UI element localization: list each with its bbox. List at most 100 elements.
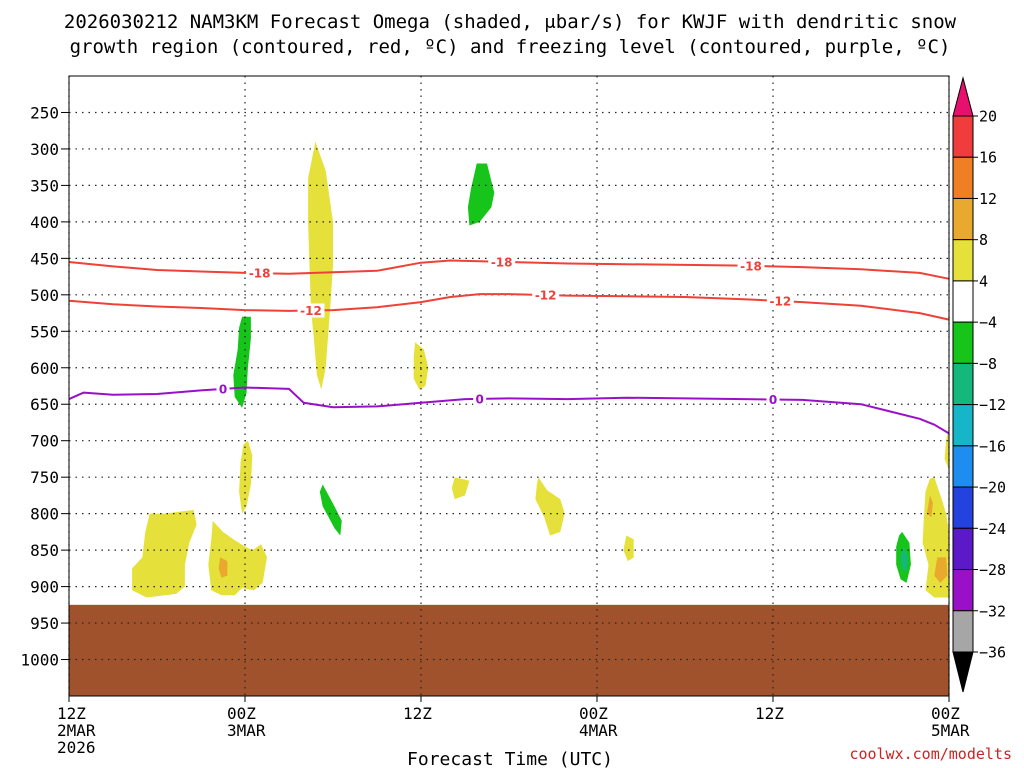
- omega-shading: [132, 141, 949, 598]
- xtick-label-3-1: 00Z: [579, 704, 608, 723]
- y-axis-ticks: 250 300 350 400 450 500 550 600 650 700 750 800 850 9…: [20, 103, 69, 670]
- ytick-label-450: 450: [30, 249, 59, 268]
- ytick-label-350: 350: [30, 176, 59, 195]
- omega-region-12: [927, 495, 933, 518]
- xtick-label-1-2: 3MAR: [227, 721, 266, 740]
- contour-label-bg-2-1: [473, 391, 487, 406]
- omega-region-10: [218, 557, 228, 578]
- xtick-label-2-1: 12Z: [403, 704, 432, 723]
- plot-area: [69, 76, 949, 696]
- contour-line-0: [68, 259, 950, 280]
- omega-region-1: [413, 342, 429, 390]
- omega-region-3: [451, 477, 470, 500]
- colorbar-bin-3: [952, 197, 974, 241]
- colorbar-label-5: −4: [979, 314, 997, 332]
- colorbar-bin-8: [952, 404, 974, 447]
- contour-label-1-1: -12: [535, 289, 557, 303]
- contour-label-bg-1-1: [532, 288, 560, 303]
- colorbar-label-9: −20: [979, 479, 1006, 497]
- contour-label-2-2: 0: [769, 393, 777, 407]
- contour-label-2-1: 0: [475, 392, 483, 406]
- contour-label-bg-1-2: [766, 294, 794, 309]
- chart-title-line1: 2026030212 NAM3KM Forecast Omega (shaded…: [64, 11, 957, 33]
- contour-label-bg-1-0: [297, 303, 325, 318]
- xtick-label-5-2: 5MAR: [931, 721, 970, 740]
- ytick-label-250: 250: [30, 103, 59, 122]
- contour-label-0-0: -18: [249, 267, 271, 281]
- temperature-contours: -18 -18 -18 -12 -12 -12 0 0 0: [68, 254, 950, 435]
- xtick-label-1-1: 00Z: [227, 704, 256, 723]
- colorbar-bin-9: [952, 445, 974, 488]
- contour-label-bg-0-2: [737, 258, 765, 273]
- terrain-below-ground: [69, 604, 949, 696]
- omega-region-13: [467, 163, 495, 226]
- colorbar-bin-12: [952, 569, 974, 612]
- omega-region-6: [132, 510, 197, 598]
- colorbar-bin-5: [952, 280, 974, 323]
- ytick-label-1000: 1000: [20, 651, 59, 670]
- xtick-label-0-3: 2026: [57, 738, 96, 757]
- colorbar-label-12: −32: [979, 602, 1006, 620]
- contour-label-0-1: -18: [491, 255, 513, 269]
- colorbar-bin-2: [952, 156, 974, 199]
- ytick-label-650: 650: [30, 395, 59, 414]
- contour-label-bg-0-0: [246, 266, 274, 281]
- xtick-label-3-2: 4MAR: [579, 721, 618, 740]
- colorbar-bin-11: [952, 527, 974, 571]
- colorbar-bin-7: [952, 362, 974, 406]
- colorbar-bin-4: [952, 239, 974, 282]
- colorbar-label-6: −8: [979, 355, 997, 373]
- omega-region-14: [233, 316, 251, 408]
- ytick-label-950: 950: [30, 614, 59, 633]
- ytick-label-600: 600: [30, 359, 59, 378]
- omega-region-17: [900, 546, 908, 572]
- ytick-label-800: 800: [30, 505, 59, 524]
- colorbar-label-13: −36: [979, 643, 1006, 661]
- contour-label-1-0: -12: [300, 304, 322, 318]
- colorbar-label-0: 20: [979, 108, 997, 126]
- colorbar-bottom-arrow: [952, 651, 974, 693]
- omega-region-0: [308, 141, 333, 390]
- colorbar-label-8: −16: [979, 437, 1006, 455]
- colorbar-label-7: −12: [979, 396, 1006, 414]
- credit-text: coolwx.com/modelts: [849, 745, 1012, 763]
- xtick-label-0-1: 12Z: [57, 704, 86, 723]
- omega-region-15: [319, 484, 342, 536]
- omega-region-4: [535, 477, 565, 536]
- contour-label-0-2: -18: [740, 259, 762, 273]
- colorbar-label-4: 4: [979, 272, 988, 290]
- omega-region-11: [934, 557, 948, 583]
- omega-region-5: [623, 535, 634, 562]
- contour-label-1-2: -12: [769, 295, 791, 309]
- colorbar-bin-6: [952, 321, 974, 364]
- contour-label-bg-2-0: [216, 381, 230, 396]
- colorbar-bin-13: [952, 610, 974, 653]
- ytick-label-550: 550: [30, 322, 59, 341]
- ytick-label-400: 400: [30, 213, 59, 232]
- xtick-label-0-2: 2MAR: [57, 721, 96, 740]
- colorbar-bin-10: [952, 486, 974, 529]
- contour-label-bg-2-2: [766, 392, 780, 407]
- contour-label-2-0: 0: [219, 382, 227, 396]
- xtick-label-4-1: 12Z: [755, 704, 784, 723]
- contour-label-bg-0-1: [488, 254, 516, 269]
- ytick-label-500: 500: [30, 286, 59, 305]
- colorbar-top-arrow: [952, 76, 974, 117]
- colorbar: 20 16 12 8 4 −4 −8 −12 −16 −20 −24 −28 −32 −36: [952, 76, 1006, 693]
- chart-title-line2: growth region (contoured, red, ºC) and f…: [70, 36, 951, 58]
- colorbar-label-10: −24: [979, 520, 1006, 538]
- ytick-label-300: 300: [30, 140, 59, 159]
- colorbar-bin-1: [952, 115, 974, 158]
- ytick-label-900: 900: [30, 578, 59, 597]
- omega-region-9: [944, 426, 949, 470]
- colorbar-label-1: 16: [979, 149, 997, 167]
- ytick-label-850: 850: [30, 541, 59, 560]
- plot-frame: [68, 75, 950, 697]
- ytick-label-750: 750: [30, 468, 59, 487]
- xtick-label-5-1: 00Z: [931, 704, 960, 723]
- colorbar-label-2: 12: [979, 190, 997, 208]
- x-axis-label: Forecast Time (UTC): [407, 749, 613, 768]
- ytick-label-700: 700: [30, 432, 59, 451]
